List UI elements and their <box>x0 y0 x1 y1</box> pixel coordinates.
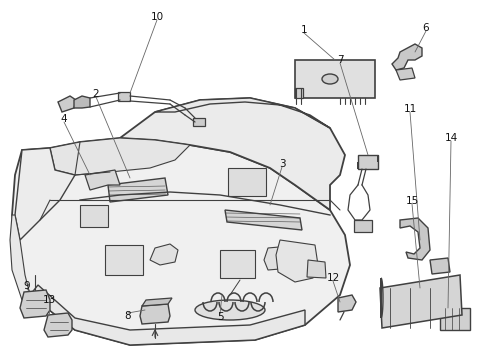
Bar <box>118 92 130 101</box>
Text: 8: 8 <box>124 311 131 321</box>
Polygon shape <box>142 298 172 306</box>
Bar <box>358 155 378 169</box>
Text: 13: 13 <box>42 295 56 305</box>
Polygon shape <box>15 148 75 240</box>
Bar <box>220 250 255 278</box>
Polygon shape <box>155 98 330 128</box>
Text: 2: 2 <box>93 89 99 99</box>
Text: 7: 7 <box>337 55 343 65</box>
Bar <box>295 88 303 98</box>
Polygon shape <box>12 138 350 345</box>
Polygon shape <box>430 258 450 274</box>
Polygon shape <box>307 260 326 278</box>
Polygon shape <box>74 96 90 108</box>
Polygon shape <box>108 178 168 202</box>
Text: 4: 4 <box>61 114 67 124</box>
Ellipse shape <box>322 74 338 84</box>
Bar <box>228 168 266 196</box>
Polygon shape <box>10 215 30 300</box>
Text: 11: 11 <box>403 104 416 114</box>
Polygon shape <box>58 96 76 112</box>
Ellipse shape <box>195 300 265 320</box>
Polygon shape <box>400 218 430 260</box>
Text: 5: 5 <box>217 312 223 322</box>
Polygon shape <box>140 304 170 324</box>
Text: 3: 3 <box>279 159 285 169</box>
Polygon shape <box>392 44 422 70</box>
Text: 10: 10 <box>150 12 164 22</box>
Polygon shape <box>396 68 415 80</box>
Bar <box>295 60 375 98</box>
Bar <box>193 118 205 126</box>
Bar <box>105 245 143 275</box>
Text: 14: 14 <box>444 133 458 143</box>
Polygon shape <box>264 246 295 270</box>
Text: 9: 9 <box>24 281 30 291</box>
Polygon shape <box>50 138 190 175</box>
Polygon shape <box>225 210 302 230</box>
Polygon shape <box>20 290 50 318</box>
Polygon shape <box>44 313 72 337</box>
Polygon shape <box>85 170 120 190</box>
Bar <box>354 220 372 232</box>
Polygon shape <box>120 98 345 210</box>
Polygon shape <box>30 285 305 345</box>
Bar <box>80 205 108 227</box>
Polygon shape <box>276 240 318 282</box>
Bar <box>440 308 470 330</box>
Text: 6: 6 <box>423 23 429 33</box>
Text: 15: 15 <box>405 196 418 206</box>
Polygon shape <box>380 275 462 328</box>
Polygon shape <box>338 295 356 312</box>
Text: 12: 12 <box>326 273 340 283</box>
Text: 1: 1 <box>301 25 307 35</box>
Polygon shape <box>150 244 178 265</box>
